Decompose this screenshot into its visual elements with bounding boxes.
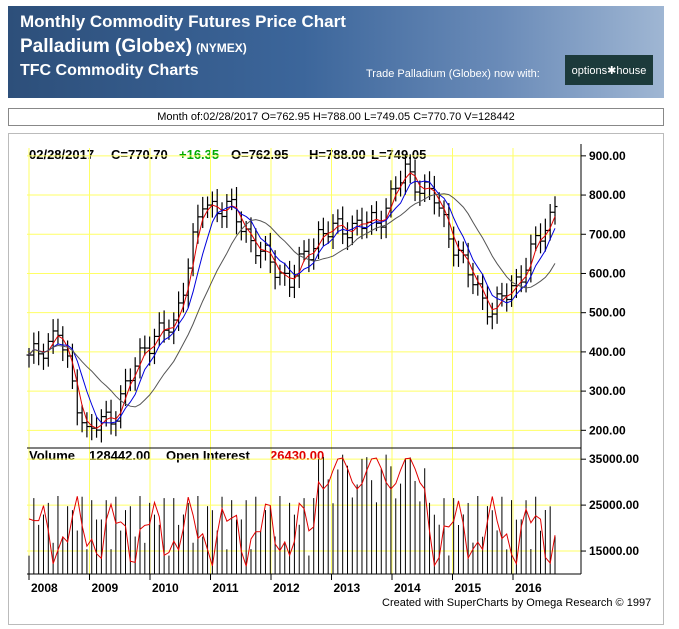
year-tick-label: 2009 — [92, 581, 119, 595]
ma-fast-line — [28, 172, 556, 429]
volume-value: 128442.00 — [89, 448, 150, 463]
instrument-title: Palladium (Globex) (NYMEX) — [20, 36, 247, 58]
price-close: C=770.70 — [111, 147, 168, 162]
subtitle: TFC Commodity Charts — [20, 62, 199, 79]
price-tick-label: 400.00 — [589, 345, 626, 359]
price-tick-label: 900.00 — [589, 149, 626, 163]
chart-header: Monthly Commodity Futures Price Chart Pa… — [8, 6, 664, 98]
chart-area: 02/28/2017 C=770.70 +16.35 O=762.95 H=78… — [8, 133, 664, 625]
page-title: Monthly Commodity Futures Price Chart — [20, 12, 346, 31]
year-tick-label: 2011 — [213, 581, 239, 595]
year-tick-label: 2012 — [273, 581, 300, 595]
volume-label: Volume — [29, 448, 75, 463]
year-tick-label: 2014 — [394, 581, 421, 595]
price-open: O=762.95 — [231, 147, 288, 162]
price-change: +16.35 — [179, 147, 219, 162]
volume-tick-label: 15000.00 — [589, 544, 639, 558]
oi-value: 26430.00 — [270, 448, 324, 463]
price-tick-label: 200.00 — [589, 423, 626, 437]
price-date: 02/28/2017 — [29, 147, 94, 162]
year-tick-label: 2015 — [455, 581, 482, 595]
chart-svg: 02/28/2017 C=770.70 +16.35 O=762.95 H=78… — [26, 144, 639, 595]
ma-slow-line — [28, 193, 556, 408]
volume-tick-label: 35000.00 — [589, 452, 639, 466]
price-tick-label: 300.00 — [589, 384, 626, 398]
price-low: L=749.05 — [371, 147, 426, 162]
ma-mid-line — [28, 180, 556, 424]
open-interest-line — [28, 457, 556, 567]
price-tick-label: 700.00 — [589, 227, 626, 241]
price-tick-label: 600.00 — [589, 266, 626, 280]
price-tick-label: 500.00 — [589, 306, 626, 320]
year-tick-label: 2013 — [334, 581, 361, 595]
year-tick-label: 2008 — [31, 581, 58, 595]
price-tick-label: 800.00 — [589, 188, 626, 202]
exchange-label: (NYMEX) — [196, 41, 247, 55]
month-info-bar: Month of:02/28/2017 O=762.95 H=788.00 L=… — [8, 108, 664, 126]
credit-text: Created with SuperCharts by Omega Resear… — [382, 597, 652, 609]
price-high: H=788.00 — [309, 147, 366, 162]
trade-text: Trade Palladium (Globex) now with: — [366, 68, 540, 80]
broker-logo[interactable]: options✱house — [565, 55, 653, 85]
oi-label: Open Interest — [166, 448, 250, 463]
instrument-name: Palladium (Globex) — [20, 36, 193, 57]
year-tick-label: 2016 — [515, 581, 542, 595]
year-tick-label: 2010 — [152, 581, 179, 595]
volume-tick-label: 25000.00 — [589, 498, 639, 512]
